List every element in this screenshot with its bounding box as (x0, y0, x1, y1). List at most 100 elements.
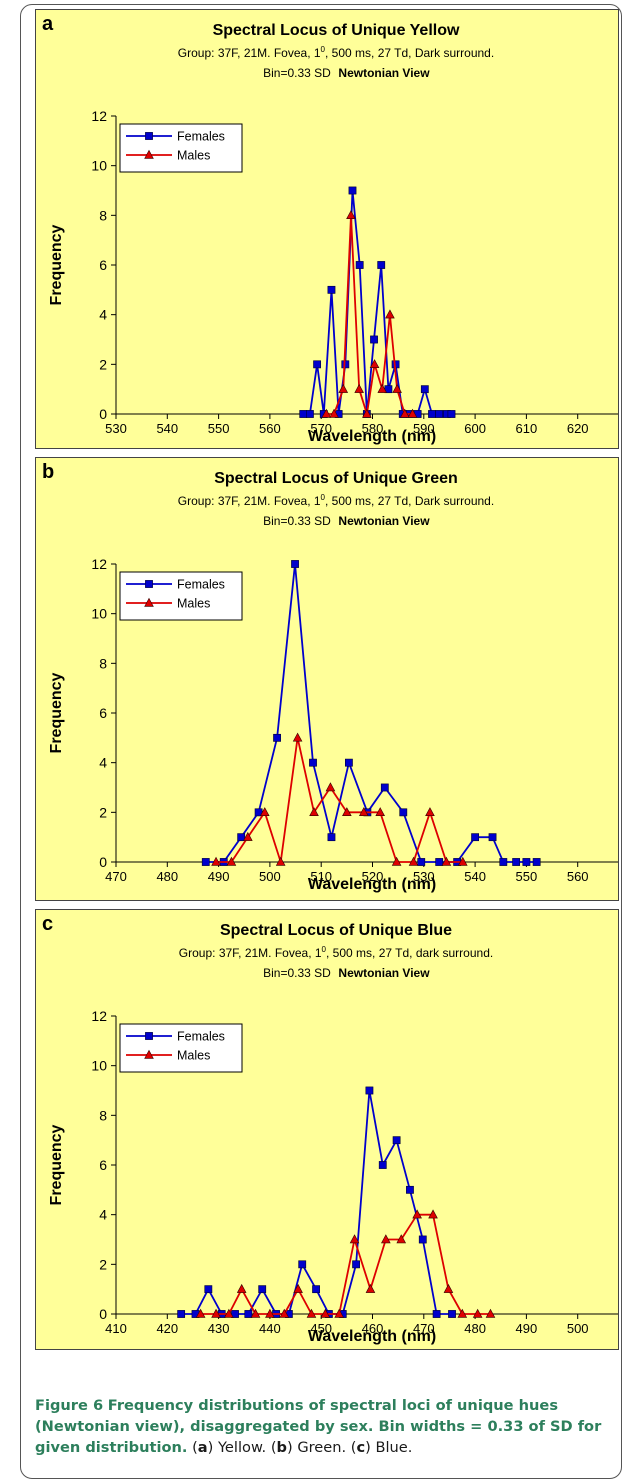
data-point (408, 856, 419, 866)
chart-subtitle: Group: 37F, 21M. Fovea, 10, 500 ms, 27 T… (178, 45, 494, 60)
caption-figure-label: Figure 6 (35, 1397, 104, 1414)
data-point (471, 833, 479, 842)
y-tick-label: 10 (91, 158, 107, 174)
data-point (365, 1086, 374, 1095)
y-tick-label: 12 (91, 108, 107, 124)
y-tick-label: 2 (99, 356, 107, 372)
caption-part-b: (b) Green. (270, 1439, 347, 1456)
y-tick-label: 12 (91, 556, 107, 572)
data-point (250, 1308, 261, 1318)
data-point (441, 856, 452, 866)
legend-swatch-marker (145, 580, 153, 588)
data-point (399, 808, 408, 817)
series-line (326, 214, 413, 415)
data-point (396, 1234, 407, 1244)
data-point (226, 856, 237, 866)
data-point (342, 807, 352, 817)
data-point (355, 261, 364, 269)
series-females (177, 1086, 456, 1318)
data-point (392, 383, 402, 393)
y-tick-label: 12 (91, 1008, 107, 1024)
data-point (309, 758, 317, 767)
data-point (375, 807, 385, 817)
data-point (354, 383, 364, 393)
data-point (259, 807, 270, 817)
data-point (236, 1283, 247, 1293)
legend: Females Males (119, 123, 243, 173)
legend: Females Males (119, 1023, 243, 1073)
y-tick-label: 4 (99, 755, 107, 771)
data-point (428, 1209, 438, 1219)
y-tick-label: 0 (99, 1306, 107, 1322)
data-point (472, 1308, 483, 1318)
data-point (349, 1234, 360, 1244)
x-axis-label: Wavelength (nm) (308, 1328, 436, 1345)
x-tick-label: 490 (208, 869, 230, 884)
data-point (293, 1283, 303, 1293)
legend-box (119, 571, 243, 621)
x-tick-label: 470 (105, 869, 127, 884)
data-point (201, 858, 210, 866)
legend-swatch-marker (144, 597, 154, 607)
y-tick-label: 6 (99, 257, 107, 273)
data-point (488, 833, 497, 842)
data-point (407, 408, 418, 418)
y-tick-label: 0 (99, 854, 107, 870)
x-tick-label: 600 (464, 421, 486, 436)
data-point (329, 408, 339, 418)
panel-letter: c (42, 913, 53, 935)
x-tick-label: 620 (567, 421, 589, 436)
x-tick-label: 530 (105, 421, 127, 436)
data-point (420, 385, 429, 394)
view-label: Newtonian View (338, 66, 430, 80)
chart-panel-a: a Spectral Locus of Unique Yellow Group: 3… (35, 9, 619, 449)
data-point (428, 410, 436, 418)
chart-svg: b Spectral Locus of Unique Green Group: 37… (42, 461, 618, 893)
x-tick-label: 410 (105, 1321, 127, 1336)
legend-swatch-marker (144, 149, 154, 159)
data-point (362, 408, 372, 418)
data-point (327, 285, 336, 294)
x-tick-label: 510 (310, 869, 332, 884)
data-point (485, 1308, 496, 1318)
data-point (370, 335, 378, 344)
legend-box (119, 123, 243, 173)
legend-label: Females (177, 130, 225, 144)
series-line (303, 189, 452, 415)
y-tick-label: 2 (99, 804, 107, 820)
bin-width-label: Bin=0.33 SD (263, 966, 331, 980)
data-point (298, 1260, 307, 1269)
data-point (224, 1308, 234, 1318)
x-tick-label: 550 (208, 421, 230, 436)
x-tick-label: 560 (567, 869, 589, 884)
data-point (512, 858, 521, 866)
data-point (313, 360, 321, 369)
data-point (378, 1161, 387, 1169)
data-point (412, 1209, 422, 1219)
chart-svg: c Spectral Locus of Unique Blue Group: 37F… (42, 913, 618, 1345)
data-point (358, 807, 369, 817)
data-point (325, 782, 336, 792)
series-males (195, 1209, 496, 1318)
x-tick-label: 530 (413, 869, 435, 884)
y-tick-label: 10 (91, 1058, 107, 1074)
x-tick-label: 430 (208, 1321, 230, 1336)
x-tick-label: 490 (516, 1321, 538, 1336)
x-tick-label: 450 (310, 1321, 332, 1336)
data-point (279, 1308, 290, 1318)
data-point (435, 410, 444, 418)
caption-summary: Frequency distributions of spectral loci… (35, 1397, 602, 1456)
series-line (205, 563, 537, 863)
data-point (381, 1234, 391, 1244)
data-point (392, 1136, 401, 1145)
chart-subtitle: Group: 37F, 21M. Fovea, 10, 500 ms, 27 T… (179, 945, 493, 960)
chart-title: Spectral Locus of Unique Blue (220, 922, 452, 939)
data-point (338, 383, 349, 393)
series-line (200, 1213, 491, 1315)
data-point (425, 807, 435, 817)
series-females (201, 560, 541, 866)
y-tick-label: 8 (99, 655, 107, 671)
legend-box (119, 1023, 243, 1073)
y-axis-label: Frequency (48, 1124, 65, 1205)
y-tick-label: 10 (91, 606, 107, 622)
